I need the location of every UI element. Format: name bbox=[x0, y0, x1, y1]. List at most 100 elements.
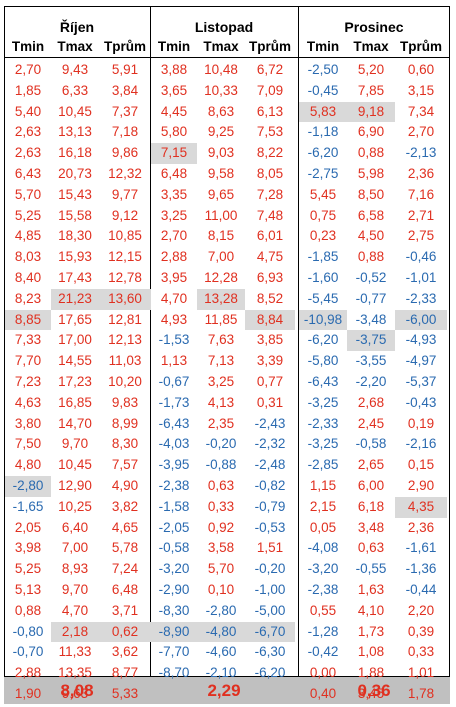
temperature-cell: 12,15 bbox=[108, 249, 142, 265]
temperature-cell: -1,53 bbox=[158, 332, 190, 348]
temperature-cell: 3,82 bbox=[111, 498, 139, 514]
temperature-cell: -1,01 bbox=[405, 270, 437, 285]
temperature-cell: -3,95 bbox=[158, 457, 190, 473]
temperature-cell: -8,70 bbox=[158, 665, 190, 681]
temperature-cell: -2,90 bbox=[158, 582, 190, 597]
temperature-cell: 0,19 bbox=[407, 415, 435, 431]
temperature-cell: -2,43 bbox=[254, 415, 286, 431]
temperature-cell: 2,70 bbox=[407, 124, 435, 140]
temperature-cell: 0,39 bbox=[407, 623, 435, 639]
temperature-cell: -5,00 bbox=[254, 602, 286, 618]
temperature-cell: 3,48 bbox=[357, 519, 385, 535]
temperature-cell: 7,33 bbox=[14, 332, 42, 348]
temperature-cell: 2,70 bbox=[14, 62, 42, 77]
temperature-cell: 0,88 bbox=[357, 145, 385, 161]
temperature-cell: 10,20 bbox=[108, 374, 142, 389]
temperature-cell: -2,10 bbox=[205, 665, 237, 681]
temperature-cell: 8,52 bbox=[256, 290, 284, 306]
temperature-cell: -2,50 bbox=[307, 62, 339, 77]
temperature-cell: 4,85 bbox=[14, 228, 42, 244]
temperature-cell: -6,43 bbox=[307, 374, 339, 389]
temperature-cell: 3,35 bbox=[160, 186, 188, 202]
temperature-cell: 7,70 bbox=[14, 353, 42, 369]
temperature-cell: 12,90 bbox=[58, 478, 92, 493]
temperature-cell: -3,25 bbox=[307, 394, 339, 410]
temperature-cell: -2,32 bbox=[254, 436, 286, 452]
temperature-cell: 9,63 bbox=[61, 686, 89, 701]
temperature-cell: 9,83 bbox=[111, 394, 139, 410]
temperature-cell: 8,30 bbox=[111, 436, 139, 452]
temperature-cell: 2,45 bbox=[357, 415, 385, 431]
temperature-cell: 0,77 bbox=[256, 374, 284, 389]
column-header: Tmin bbox=[306, 39, 340, 54]
temperature-cell: 6,58 bbox=[357, 207, 385, 223]
column-header: Tmin bbox=[157, 39, 191, 54]
temperature-cell: -0,79 bbox=[254, 498, 286, 514]
temperature-cell: 6,40 bbox=[61, 519, 89, 535]
temperature-cell: 14,70 bbox=[58, 415, 92, 431]
temperature-cell: 7,13 bbox=[207, 353, 235, 369]
temperature-cell: -2,80 bbox=[5, 476, 51, 497]
temperature-cell: 4,80 bbox=[14, 457, 42, 473]
temperature-cell: -6,43 bbox=[158, 415, 190, 431]
temperature-cell: -6,20 bbox=[307, 332, 339, 348]
temperature-cell: 9,86 bbox=[111, 145, 139, 161]
temperature-cell: 12,32 bbox=[108, 166, 142, 181]
temperature-cell: -2,33 bbox=[405, 290, 437, 306]
temperature-cell: 7,16 bbox=[407, 186, 435, 202]
temperature-cell: 3,45 bbox=[357, 686, 385, 701]
temperature-cell: 0,10 bbox=[207, 582, 235, 597]
temperature-cell: -3,20 bbox=[158, 561, 190, 577]
column-header: Tprům bbox=[249, 39, 291, 54]
temperature-cell: 7,34 bbox=[407, 103, 435, 119]
temperature-cell: 3,95 bbox=[160, 270, 188, 285]
temperature-cell: 2,05 bbox=[14, 519, 42, 535]
temperature-cell: 1,08 bbox=[357, 644, 385, 660]
table-frame bbox=[4, 6, 450, 677]
temperature-cell: 2,70 bbox=[160, 228, 188, 244]
temperature-cell: 6,01 bbox=[256, 228, 284, 244]
temperature-cell: 6,48 bbox=[111, 582, 139, 597]
temperature-cell: 0,33 bbox=[407, 644, 435, 660]
temperature-cell: -1,58 bbox=[158, 498, 190, 514]
temperature-cell: 5,91 bbox=[111, 62, 139, 77]
temperature-cell: 5,83 bbox=[299, 101, 347, 123]
temperature-cell: 5,25 bbox=[14, 207, 42, 223]
temperature-cell: 7,00 bbox=[61, 540, 89, 556]
temperature-cell: -0,20 bbox=[205, 436, 237, 452]
temperature-cell: 6,93 bbox=[256, 270, 284, 285]
temperature-cell: 13,60 bbox=[99, 288, 151, 310]
month-divider bbox=[150, 6, 151, 677]
temperature-cell: -0,45 bbox=[307, 82, 339, 98]
temperature-cell: 8,22 bbox=[256, 145, 284, 161]
temperature-cell: 15,43 bbox=[58, 186, 92, 202]
temperature-cell: -8,90 bbox=[151, 621, 197, 643]
temperature-cell: 6,48 bbox=[160, 166, 188, 181]
temperature-cell: 9,70 bbox=[61, 436, 89, 452]
temperature-cell: -2,85 bbox=[307, 457, 339, 473]
temperature-cell: 2,15 bbox=[309, 498, 337, 514]
column-header: Tmax bbox=[353, 39, 389, 54]
temperature-cell: -1,73 bbox=[158, 394, 190, 410]
temperature-cell: 7,53 bbox=[256, 124, 284, 140]
temperature-cell: 3,39 bbox=[256, 353, 284, 369]
temperature-cell: 0,88 bbox=[14, 602, 42, 618]
temperature-cell: -1,00 bbox=[254, 582, 286, 597]
temperature-cell: 8,03 bbox=[14, 249, 42, 265]
temperature-cell: 0,88 bbox=[357, 249, 385, 265]
temperature-cell: -2,80 bbox=[205, 602, 237, 618]
temperature-cell: 0,55 bbox=[309, 602, 337, 618]
temperature-cell: 0,05 bbox=[309, 519, 337, 535]
temperature-cell: 21,23 bbox=[51, 288, 99, 310]
temperature-cell: 9,77 bbox=[111, 186, 139, 202]
temperature-cell: -0,46 bbox=[405, 249, 437, 265]
temperature-cell: 5,13 bbox=[14, 582, 42, 597]
temperature-cell: -2,20 bbox=[355, 374, 387, 389]
temperature-cell: 7,85 bbox=[357, 82, 385, 98]
month-header: Prosinec bbox=[344, 19, 404, 35]
temperature-cell: 3,25 bbox=[160, 207, 188, 223]
temperature-cell: -2,38 bbox=[307, 582, 339, 597]
temperature-cell: 8,99 bbox=[111, 415, 139, 431]
temperature-cell: 15,93 bbox=[58, 249, 92, 265]
temperature-cell: 7,48 bbox=[256, 207, 284, 223]
